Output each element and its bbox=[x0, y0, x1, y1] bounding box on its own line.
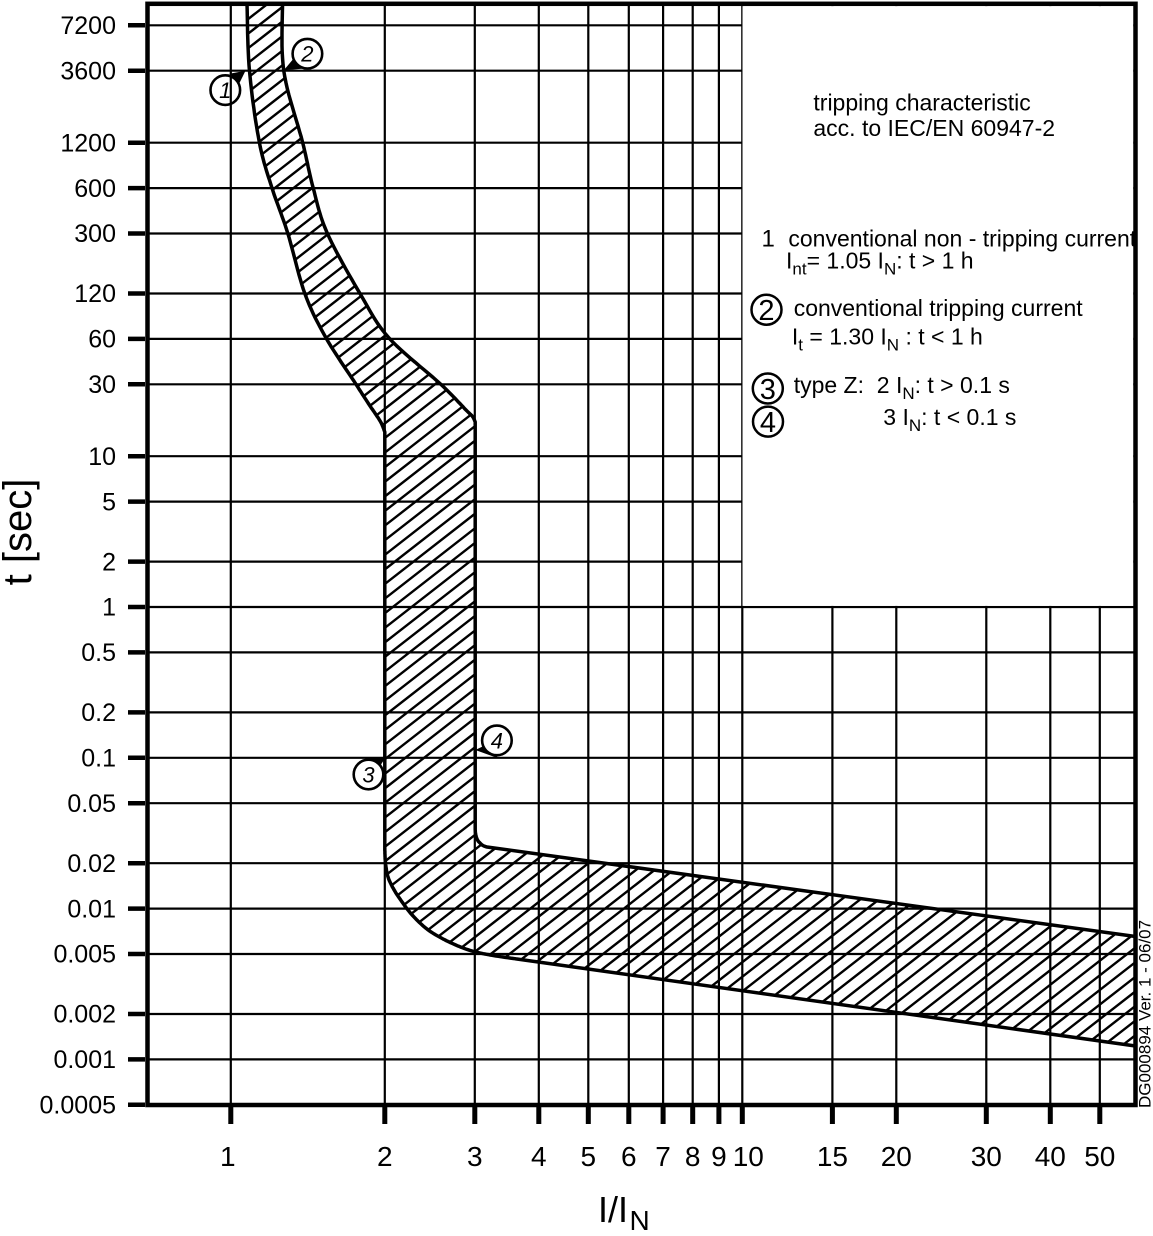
svg-text:50: 50 bbox=[1084, 1141, 1115, 1172]
svg-text:3: 3 bbox=[467, 1141, 483, 1172]
svg-text:0.0005: 0.0005 bbox=[40, 1092, 116, 1120]
svg-text:t [sec]: t [sec] bbox=[0, 479, 40, 586]
svg-text:1: 1 bbox=[762, 226, 775, 253]
svg-text:0.1: 0.1 bbox=[81, 745, 116, 773]
svg-text:1200: 1200 bbox=[60, 129, 116, 157]
svg-text:5: 5 bbox=[102, 488, 116, 516]
svg-text:2: 2 bbox=[377, 1141, 393, 1172]
svg-text:0.005: 0.005 bbox=[53, 941, 116, 969]
svg-text:120: 120 bbox=[74, 280, 116, 308]
svg-text:15: 15 bbox=[817, 1141, 848, 1172]
svg-text:10: 10 bbox=[88, 443, 116, 471]
svg-text:DG000894 Ver. 1 - 06/07: DG000894 Ver. 1 - 06/07 bbox=[1136, 920, 1153, 1108]
svg-text:0.5: 0.5 bbox=[81, 639, 116, 667]
svg-text:9: 9 bbox=[711, 1141, 727, 1172]
svg-text:1: 1 bbox=[220, 1141, 236, 1172]
svg-text:3: 3 bbox=[760, 374, 776, 406]
svg-text:2: 2 bbox=[300, 42, 313, 67]
svg-text:acc. to IEC/EN 60947-2: acc. to IEC/EN 60947-2 bbox=[813, 115, 1055, 141]
svg-text:0.02: 0.02 bbox=[67, 850, 116, 878]
svg-text:4: 4 bbox=[531, 1141, 547, 1172]
svg-text:7: 7 bbox=[655, 1141, 671, 1172]
svg-text:10: 10 bbox=[733, 1141, 764, 1172]
svg-text:7200: 7200 bbox=[60, 12, 116, 40]
svg-text:conventional tripping current: conventional tripping current bbox=[794, 295, 1084, 321]
svg-text:6: 6 bbox=[621, 1141, 637, 1172]
svg-text:30: 30 bbox=[971, 1141, 1002, 1172]
svg-text:0.2: 0.2 bbox=[81, 699, 116, 727]
svg-text:3: 3 bbox=[362, 763, 375, 788]
svg-text:5: 5 bbox=[581, 1141, 597, 1172]
svg-text:2: 2 bbox=[758, 295, 774, 327]
svg-text:2: 2 bbox=[102, 548, 116, 576]
svg-text:4: 4 bbox=[760, 407, 776, 439]
svg-text:1: 1 bbox=[102, 594, 116, 622]
svg-text:20: 20 bbox=[881, 1141, 912, 1172]
svg-text:4: 4 bbox=[491, 728, 503, 753]
svg-text:3600: 3600 bbox=[60, 57, 116, 85]
svg-text:30: 30 bbox=[88, 371, 116, 399]
svg-text:0.001: 0.001 bbox=[53, 1046, 116, 1074]
svg-text:600: 600 bbox=[74, 175, 116, 203]
svg-text:1: 1 bbox=[219, 78, 231, 103]
svg-text:0.05: 0.05 bbox=[67, 790, 116, 818]
svg-text:0.002: 0.002 bbox=[53, 1001, 116, 1029]
svg-text:40: 40 bbox=[1035, 1141, 1066, 1172]
svg-text:tripping characteristic: tripping characteristic bbox=[813, 89, 1030, 115]
svg-text:300: 300 bbox=[74, 220, 116, 248]
svg-text:60: 60 bbox=[88, 326, 116, 354]
svg-text:8: 8 bbox=[685, 1141, 701, 1172]
svg-text:0.01: 0.01 bbox=[67, 895, 116, 923]
